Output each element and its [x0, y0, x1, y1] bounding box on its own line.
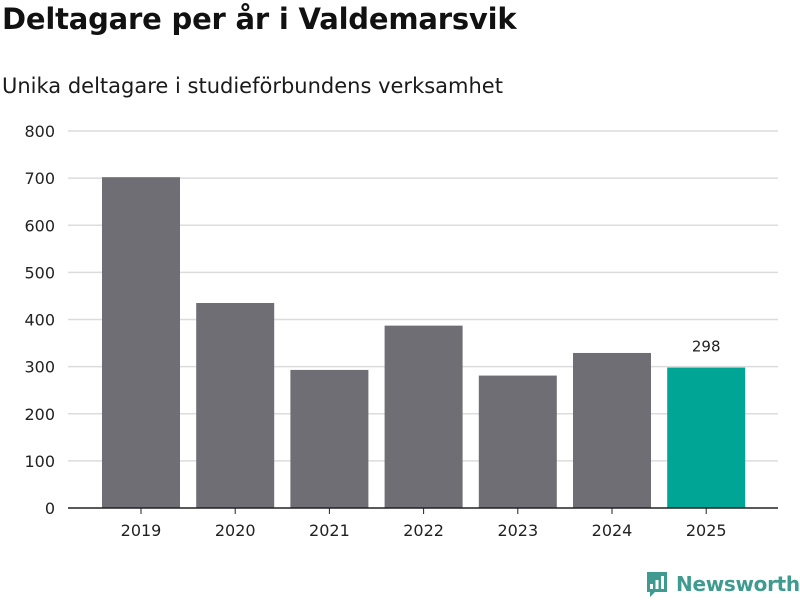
bar-2022: [384, 325, 463, 508]
x-tick-label: 2023: [497, 521, 538, 540]
bar-2023: [478, 375, 557, 508]
data-labels: 298: [692, 338, 721, 356]
chart-subtitle: Unika deltagare i studieförbundens verks…: [2, 74, 503, 98]
x-tick-label: 2021: [309, 521, 350, 540]
data-label: 298: [692, 338, 721, 356]
y-tick-label: 400: [24, 311, 55, 330]
bars: [102, 177, 746, 508]
y-tick-label: 300: [24, 358, 55, 377]
y-tick-label: 800: [24, 122, 55, 141]
x-axis: 2019 2020 2021 2022 2023 2024 2025: [68, 507, 778, 540]
bar-2020: [196, 303, 275, 508]
newsworthy-logo: Newsworthy: [645, 570, 800, 598]
y-tick-label: 100: [24, 452, 55, 471]
x-tick-label: 2020: [215, 521, 256, 540]
bar-2025: [667, 367, 746, 508]
x-tick-label: 2025: [686, 521, 727, 540]
y-tick-label: 0: [45, 499, 55, 518]
brand-name: Newsworthy: [676, 572, 800, 596]
y-tick-label: 200: [24, 405, 55, 424]
bar-2024: [573, 352, 651, 508]
newsworthy-icon: [647, 572, 667, 597]
chart-title: Deltagare per år i Valdemarsvik: [2, 2, 517, 36]
y-tick-label: 600: [24, 216, 55, 235]
x-tick-label: 2022: [403, 521, 444, 540]
x-tick-label: 2019: [121, 521, 162, 540]
bar-2021: [290, 369, 369, 508]
bar-2019: [102, 177, 180, 508]
x-tick-label: 2024: [592, 521, 633, 540]
y-tick-label: 500: [24, 263, 55, 282]
y-tick-label: 700: [24, 169, 55, 188]
y-axis: 0 100 200 300 400 500 600 700 800: [24, 122, 55, 518]
